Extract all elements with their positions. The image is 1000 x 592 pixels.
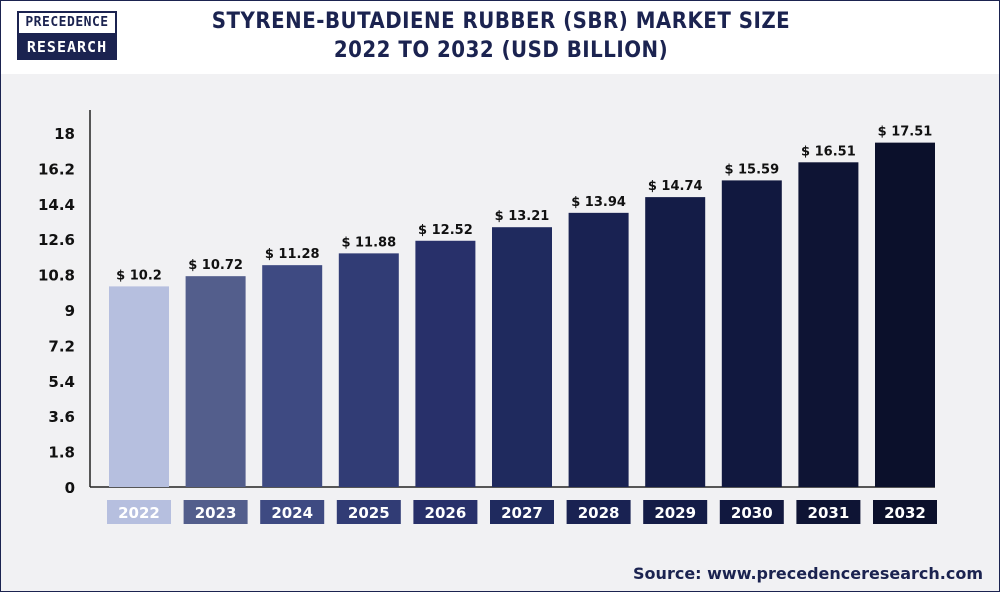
x-tick-label: 2032 <box>884 504 926 522</box>
bar <box>492 227 552 487</box>
y-tick-label: 16.2 <box>38 160 75 178</box>
y-tick-label: 0 <box>65 479 75 497</box>
x-tick-label: 2023 <box>195 504 237 522</box>
data-label: $ 12.52 <box>418 223 473 238</box>
x-category-box <box>413 500 478 524</box>
y-tick-label: 9 <box>65 302 75 320</box>
x-category-box <box>796 500 861 524</box>
y-tick-label: 7.2 <box>48 337 75 355</box>
y-tick-label: 5.4 <box>48 373 75 391</box>
x-category-box <box>873 500 937 524</box>
brand-logo-bottom: RESEARCH <box>17 35 117 60</box>
x-category-box <box>183 500 248 524</box>
data-label: $ 15.59 <box>724 162 779 177</box>
data-label: $ 14.74 <box>648 179 703 194</box>
x-category-box <box>490 500 554 524</box>
source-note: Source: www.precedenceresearch.com <box>633 564 983 583</box>
bar <box>568 212 629 487</box>
data-label: $ 10.72 <box>188 258 243 273</box>
y-tick-label: 12.6 <box>38 231 75 249</box>
chart-panel: 0 1.8 3.6 5.4 7.2 9 10.8 12.6 14.4 16.2 18 $ 10.2 20… <box>1 74 999 591</box>
bar <box>109 286 169 487</box>
x-tick-label: 2029 <box>654 504 696 522</box>
data-label: $ 10.2 <box>116 268 162 283</box>
bar <box>721 180 782 487</box>
data-label: $ 13.21 <box>495 209 550 224</box>
x-category-box <box>260 500 325 524</box>
x-category-box <box>336 500 401 524</box>
y-tick-label: 3.6 <box>48 408 75 426</box>
bar <box>415 240 476 487</box>
bar-chart: 0 1.8 3.6 5.4 7.2 9 10.8 12.6 14.4 16.2 18 $ 10.2 20… <box>38 110 937 524</box>
y-tick-label: 14.4 <box>38 196 75 214</box>
x-category-box <box>566 500 631 524</box>
x-category-box <box>643 500 708 524</box>
y-tick-label: 10.8 <box>38 267 75 285</box>
x-tick-label: 2022 <box>118 504 160 522</box>
chart-title: STYRENE-BUTADIENE RUBBER (SBR) MARKET SI… <box>201 7 801 65</box>
bar <box>185 276 246 487</box>
x-tick-label: 2025 <box>348 504 390 522</box>
header: PRECEDENCE RESEARCH STYRENE-BUTADIENE RU… <box>1 1 999 76</box>
x-category-box <box>719 500 784 524</box>
x-tick-label: 2027 <box>501 504 543 522</box>
bar <box>338 253 399 487</box>
chart-title-line2: 2022 TO 2032 (USD BILLION) <box>333 38 669 63</box>
y-tick-label: 18 <box>54 125 75 143</box>
x-tick-label: 2024 <box>271 504 313 522</box>
data-label: $ 16.51 <box>801 144 856 159</box>
y-tick-label: 1.8 <box>48 444 75 462</box>
x-tick-label: 2030 <box>731 504 773 522</box>
x-category-box <box>107 500 171 524</box>
x-tick-label: 2028 <box>578 504 620 522</box>
brand-logo-top: PRECEDENCE <box>17 11 117 35</box>
bar <box>262 265 323 487</box>
bar <box>645 197 706 487</box>
data-label: $ 11.88 <box>341 235 396 250</box>
x-tick-label: 2031 <box>808 504 850 522</box>
x-tick-label: 2026 <box>425 504 467 522</box>
chart-title-line1: STYRENE-BUTADIENE RUBBER (SBR) MARKET SI… <box>211 9 791 34</box>
brand-logo: PRECEDENCE RESEARCH <box>17 11 117 61</box>
bar <box>875 142 935 487</box>
data-label: $ 11.28 <box>265 247 320 262</box>
data-label: $ 17.51 <box>878 125 933 140</box>
bar <box>798 162 859 487</box>
data-label: $ 13.94 <box>571 195 626 210</box>
